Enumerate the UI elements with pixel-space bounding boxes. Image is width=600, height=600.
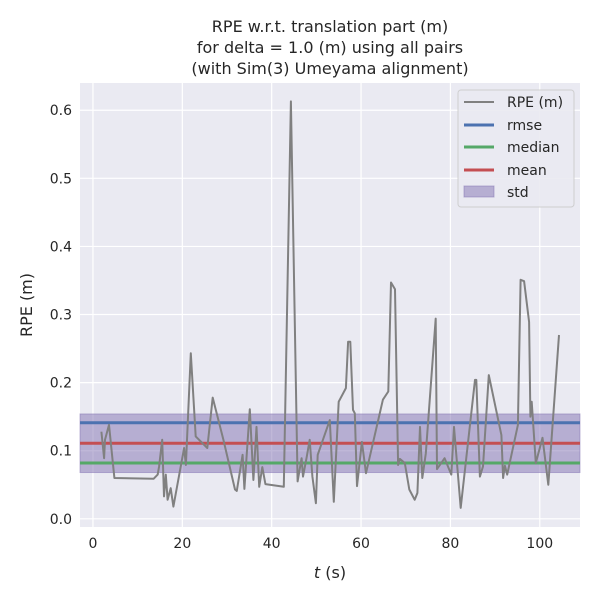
y-axis-label: RPE (m) [17, 273, 36, 337]
y-tick-labels: 0.0 0.1 0.2 0.3 0.4 0.5 0.6 [50, 103, 72, 528]
legend-std-label: std [507, 185, 529, 201]
x-tick-label: 60 [352, 536, 370, 552]
x-tick-label: 100 [526, 536, 553, 552]
y-tick-label: 0.4 [50, 239, 72, 255]
legend: RPE (m) rmse median mean std [457, 89, 575, 208]
legend-mean-label: mean [507, 163, 547, 179]
y-tick-label: 0.1 [50, 444, 72, 460]
x-axis-label-unit: (s) [320, 563, 346, 582]
chart-title-line-3: (with Sim(3) Umeyama alignment) [191, 59, 468, 78]
legend-rmse-label: rmse [507, 118, 542, 134]
x-axis-label-variable: t [314, 563, 321, 582]
legend-std-swatch [463, 185, 495, 198]
x-tick-labels: 0 20 40 60 80 100 [88, 536, 553, 552]
y-tick-label: 0.3 [50, 308, 72, 324]
chart-title-line-1: RPE w.r.t. translation part (m) [212, 17, 448, 36]
legend-rpe-label: RPE (m) [507, 95, 563, 111]
x-tick-label: 40 [263, 536, 281, 552]
x-tick-label: 80 [442, 536, 460, 552]
legend-median-label: median [507, 140, 559, 156]
chart-title-line-2: for delta = 1.0 (m) using all pairs [197, 38, 463, 57]
x-tick-label: 20 [173, 536, 191, 552]
x-tick-label: 0 [88, 536, 97, 552]
y-tick-label: 0.2 [50, 376, 72, 392]
y-tick-label: 0.6 [50, 103, 72, 119]
y-tick-label: 0.0 [50, 512, 72, 528]
x-axis-label: t (s) [314, 563, 346, 582]
y-tick-label: 0.5 [50, 171, 72, 187]
legend-box [457, 89, 575, 208]
rpe-series-line [100, 100, 560, 509]
